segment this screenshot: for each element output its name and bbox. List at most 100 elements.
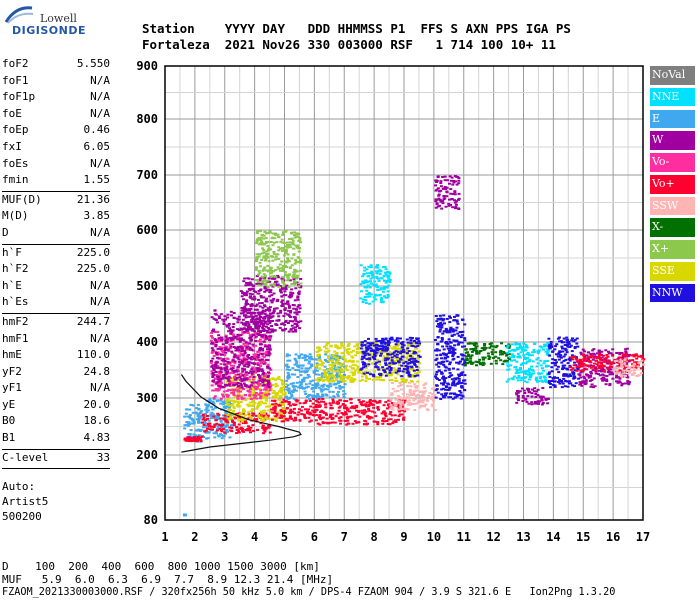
y-tick-label: 200 [136,448,158,462]
echo-point [510,353,514,356]
echo-point [366,414,370,417]
echo-point [218,346,222,348]
echo-point [233,353,237,356]
echo-point [446,388,450,391]
echo-point [355,343,359,346]
echo-point [535,379,538,382]
echo-point [340,374,343,377]
echo-point [386,404,390,407]
echo-point [196,403,200,406]
echo-point [368,378,371,380]
echo-point [370,410,374,413]
echo-point [400,407,404,410]
echo-point [297,247,300,250]
echo-point [265,325,268,328]
echo-point [225,341,229,343]
echo-point [248,347,252,350]
echo-point [256,363,260,366]
echo-point [262,323,266,326]
echo-point [227,324,231,327]
echo-point [554,364,557,367]
echo-point [264,336,268,339]
echo-point [251,366,255,369]
echo-point [316,422,320,425]
echo-point [209,417,213,420]
echo-point [315,369,319,372]
echo-point [384,401,388,404]
echo-point [512,375,516,378]
echo-point [268,344,271,347]
echo-point [273,237,277,240]
echo-point [322,369,326,372]
echo-point [223,402,227,404]
echo-point [261,334,265,337]
echo-point [242,280,246,283]
echo-point [520,387,524,390]
echo-point [256,321,260,324]
echo-point [416,360,420,363]
echo-point [295,274,299,277]
echo-point [207,419,211,422]
echo-point [374,376,378,378]
echo-point [210,351,214,354]
echo-point [254,388,258,391]
echo-point [341,403,345,405]
echo-point [243,418,247,421]
echo-point [607,370,611,372]
echo-point [373,280,377,283]
echo-point [387,353,390,356]
echo-point [244,301,248,304]
echo-point [253,393,257,396]
echo-point [618,381,622,384]
echo-point [211,428,214,431]
echo-point [256,327,260,330]
echo-point [227,361,231,364]
echo-point [446,342,450,345]
echo-point [434,189,438,192]
echo-point [254,353,258,356]
echo-point [346,417,350,420]
echo-point [264,417,268,420]
echo-point [246,355,250,358]
echo-point [404,360,408,363]
echo-point [442,382,446,385]
echo-point [207,404,210,407]
echo-point [284,288,288,291]
echo-point [258,315,262,318]
echo-point [334,386,338,389]
echo-point [244,284,248,287]
echo-point [442,379,446,382]
echo-point [445,360,449,363]
echo-point [397,418,400,421]
echo-point [231,342,235,345]
echo-point [565,336,569,339]
echo-point [443,380,447,383]
echo-point [557,353,561,356]
echo-point [261,233,265,236]
echo-point [401,355,405,358]
echo-point [399,383,403,386]
echo-point [434,396,438,399]
echo-point [216,425,220,428]
echo-point [232,393,236,396]
echo-point [444,385,448,388]
echo-point [458,394,462,397]
echo-point [307,375,311,378]
echo-point [389,360,393,363]
echo-point [211,341,214,344]
echo-point [539,375,543,378]
echo-point [258,278,262,281]
echo-point [598,351,602,353]
echo-point [382,420,386,423]
echo-point [250,311,254,314]
echo-point [367,337,370,340]
echo-point [418,362,421,365]
echo-point [434,389,438,392]
echo-point [445,353,449,356]
echo-point [415,389,419,392]
echo-point [243,305,247,308]
echo-point [355,344,359,347]
echo-point [376,270,380,273]
echo-point [524,376,527,379]
echo-point [219,313,223,316]
